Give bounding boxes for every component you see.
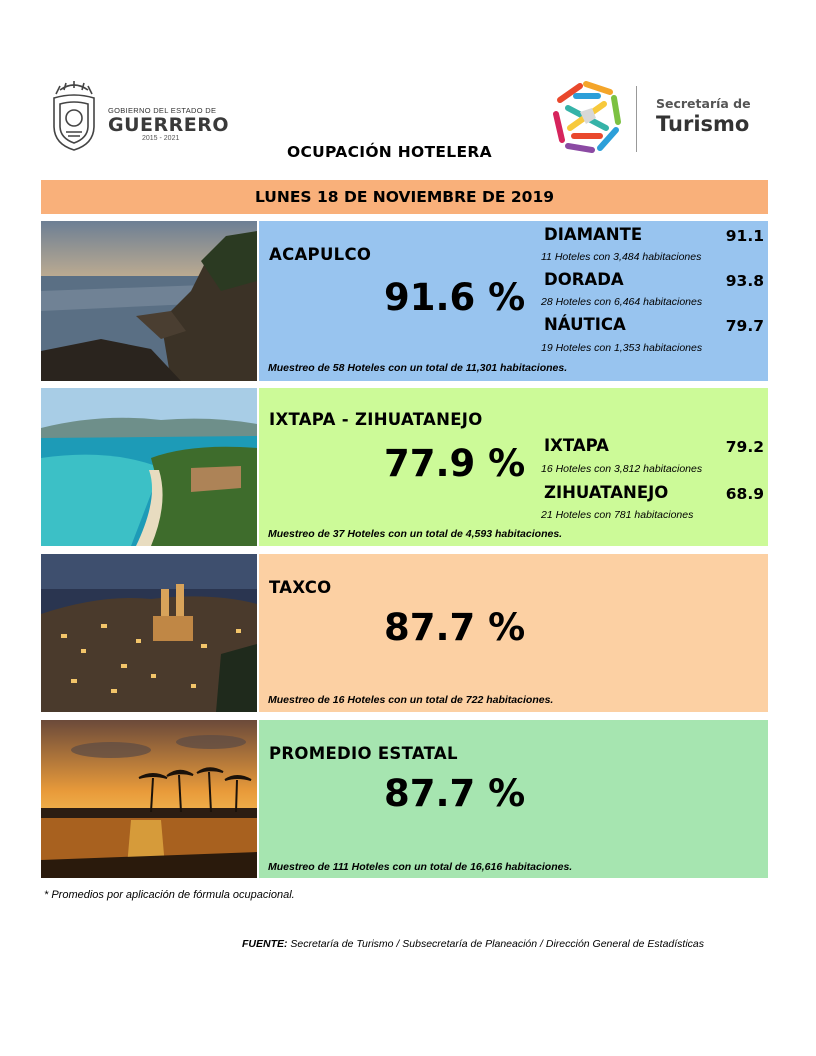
zone-name: NÁUTICA	[544, 315, 626, 334]
estatal-panel: PROMEDIO ESTATAL 87.7 % Muestreo de 111 …	[259, 720, 768, 878]
region-percent: 91.6 %	[384, 276, 526, 319]
sunset-photo	[41, 720, 257, 878]
zone-value: 91.1	[725, 227, 764, 245]
source-line: FUENTE: Secretaría de Turismo / Subsecre…	[242, 938, 704, 950]
zone-name: ZIHUATANEJO	[544, 483, 669, 502]
ixtapa-panel: IXTAPA - ZIHUATANEJO 77.9 % IXTAPA 79.2 …	[259, 388, 768, 546]
zone-value: 68.9	[725, 485, 764, 503]
zone-name: IXTAPA	[544, 436, 609, 455]
zone-note: 28 Hoteles con 6,464 habitaciones	[541, 296, 703, 308]
zone-value: 79.7	[725, 317, 764, 335]
logo-divider	[636, 86, 637, 152]
gov-subtitle: GOBIERNO DEL ESTADO DE	[108, 106, 217, 115]
gov-term-years: 2015 - 2021	[142, 135, 180, 142]
zone-note: 19 Hoteles con 1,353 habitaciones	[541, 342, 703, 354]
zone-name: DORADA	[544, 270, 624, 289]
gov-state-name: GUERRERO	[108, 114, 230, 136]
source-label: FUENTE:	[242, 938, 288, 950]
date-banner: LUNES 18 DE NOVIEMBRE DE 2019	[41, 180, 768, 214]
zone-note: 11 Hoteles con 3,484 habitaciones	[541, 251, 702, 263]
turismo-title: Turismo	[656, 112, 750, 136]
zone-note: 21 Hoteles con 781 habitaciones	[541, 509, 694, 521]
sample-note: Muestreo de 16 Hoteles con un total de 7…	[268, 694, 554, 706]
region-percent: 87.7 %	[384, 606, 526, 649]
region-name: TAXCO	[269, 578, 332, 597]
page-title: OCUPACIÓN HOTELERA	[287, 143, 492, 161]
sample-note: Muestreo de 111 Hoteles con un total de …	[268, 861, 573, 873]
zone-value: 93.8	[725, 272, 764, 290]
region-percent: 77.9 %	[384, 442, 526, 485]
region-percent: 87.7 %	[384, 772, 526, 815]
zone-name: DIAMANTE	[544, 225, 643, 244]
acapulco-panel: ACAPULCO 91.6 % DIAMANTE 91.1 11 Hoteles…	[259, 221, 768, 381]
guerrero-seal-icon	[53, 81, 95, 151]
ixtapa-photo	[41, 388, 257, 546]
zone-value: 79.2	[725, 438, 764, 456]
taxco-photo	[41, 554, 257, 712]
zone-note: 16 Hoteles con 3,812 habitaciones	[541, 463, 703, 475]
region-name: ACAPULCO	[269, 245, 372, 264]
turismo-star-icon	[553, 81, 621, 153]
region-name: PROMEDIO ESTATAL	[269, 744, 458, 763]
taxco-panel: TAXCO 87.7 % Muestreo de 16 Hoteles con …	[259, 554, 768, 712]
footnote: * Promedios por aplicación de fórmula oc…	[44, 889, 295, 901]
sample-note: Muestreo de 37 Hoteles con un total de 4…	[268, 528, 563, 540]
turismo-subtitle: Secretaría de	[656, 96, 751, 111]
source-text: Secretaría de Turismo / Subsecretaría de…	[290, 938, 705, 950]
guerrero-government-logo: GOBIERNO DEL ESTADO DE GUERRERO 2015 - 2…	[46, 80, 236, 156]
region-name: IXTAPA - ZIHUATANEJO	[269, 410, 483, 429]
acapulco-photo	[41, 221, 257, 381]
secretaria-turismo-logo: Secretaría de Turismo	[550, 78, 760, 160]
sample-note: Muestreo de 58 Hoteles con un total de 1…	[268, 362, 568, 374]
